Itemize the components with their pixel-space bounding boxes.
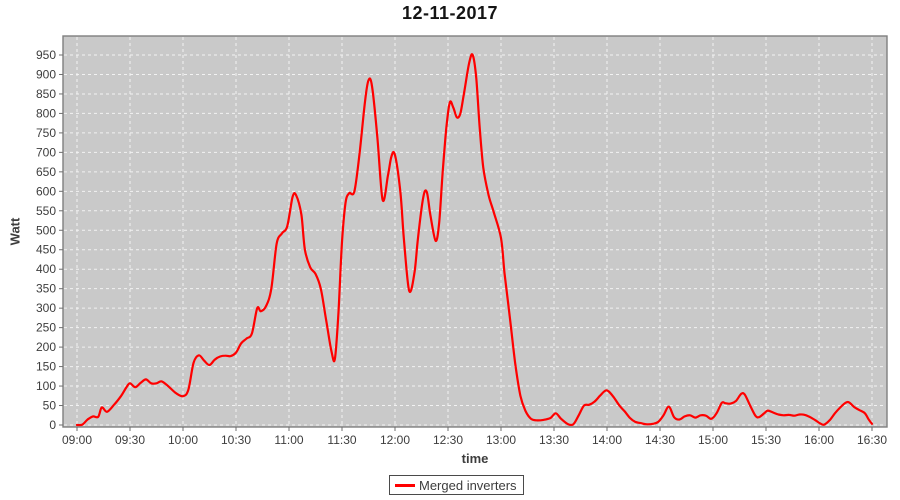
- y-tick-label: 750: [36, 126, 56, 140]
- y-tick-label: 700: [36, 145, 56, 159]
- y-tick-label: 250: [36, 321, 56, 335]
- y-axis-label: Watt: [7, 217, 23, 246]
- x-tick-label: 15:00: [698, 433, 728, 447]
- y-tick-label: 350: [36, 282, 56, 296]
- y-tick-label: 550: [36, 204, 56, 218]
- x-tick-label: 11:00: [274, 433, 303, 447]
- series-line-icon: [395, 483, 415, 487]
- y-tick-label: 600: [36, 184, 56, 198]
- y-tick-label: 100: [36, 379, 56, 393]
- y-tick-label: 200: [36, 340, 56, 354]
- y-tick-label: 150: [36, 360, 56, 374]
- y-tick-label: 850: [36, 87, 56, 101]
- x-tick-label: 09:00: [62, 433, 92, 447]
- x-tick-label: 13:00: [486, 433, 516, 447]
- legend: Merged inverters: [389, 475, 524, 495]
- plot-background: [62, 35, 888, 428]
- y-tick-label: 50: [43, 399, 57, 413]
- series-line: [75, 53, 874, 427]
- x-tick-label: 16:00: [804, 433, 834, 447]
- y-tick-label: 0: [49, 418, 56, 432]
- y-tick-label: 450: [36, 243, 56, 257]
- chart-title: 12-11-2017: [401, 3, 499, 23]
- x-tick-label: 10:00: [168, 433, 198, 447]
- x-tick-label: 15:30: [751, 433, 781, 447]
- x-tick-label: 09:30: [115, 433, 145, 447]
- y-tick-label: 500: [36, 223, 56, 237]
- x-tick-label: 14:00: [592, 433, 622, 447]
- y-tick-label: 400: [36, 262, 56, 276]
- x-tick-label: 12:00: [380, 433, 410, 447]
- x-tick-label: 13:30: [539, 433, 569, 447]
- x-axis-label: time: [461, 451, 489, 466]
- x-tick-label: 16:30: [857, 433, 887, 447]
- x-tick-label: 12:30: [433, 433, 463, 447]
- x-tick-label: 11:30: [327, 433, 356, 447]
- x-tick-label: 10:30: [221, 433, 251, 447]
- y-tick-label: 650: [36, 165, 56, 179]
- y-tick-label: 800: [36, 106, 56, 120]
- x-tick-label: 14:30: [645, 433, 675, 447]
- legend-label: Merged inverters: [419, 477, 517, 493]
- y-tick-label: 300: [36, 301, 56, 315]
- y-tick-label: 900: [36, 67, 56, 81]
- y-tick-label: 950: [36, 48, 56, 62]
